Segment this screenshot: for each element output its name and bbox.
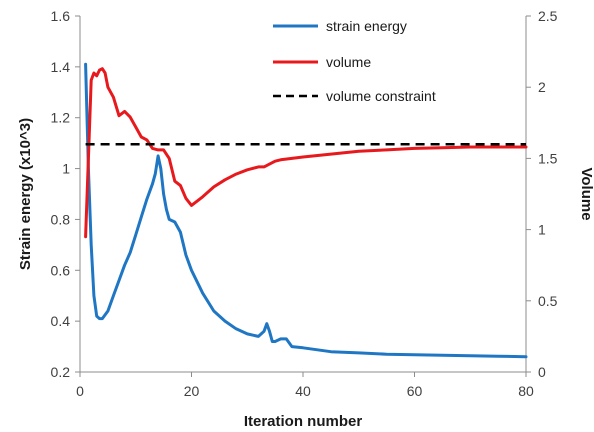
x-tick-label: 40 [295, 383, 311, 399]
x-axis-title: Iteration number [244, 413, 363, 430]
series-line-volume [84, 67, 528, 239]
series-line-strain-energy [84, 62, 528, 359]
left-y-tick-label: 1.2 [51, 110, 71, 126]
x-tick-label: 60 [407, 383, 423, 399]
right-y-tick-label: 1.5 [538, 150, 558, 166]
x-tick-label: 20 [184, 383, 200, 399]
legend-label-volume: volume [326, 54, 371, 70]
left-y-tick-label: 1.4 [51, 59, 71, 75]
left-y-axis-title: Strain energy (x10^3) [17, 118, 34, 270]
ticks-layer: 0 20 40 60 80 0.2 0.4 0.6 0.8 1 1.2 1.4 1.6 0 0.5 1 1.5 2… [51, 8, 558, 399]
left-y-tick-label: 0.2 [51, 364, 71, 380]
series-layer [84, 62, 528, 359]
right-y-tick-label: 2.5 [538, 8, 558, 24]
left-y-tick-label: 0.4 [51, 313, 71, 329]
legend-label-volume-constraint: volume constraint [326, 88, 436, 104]
legend-label-strain-energy: strain energy [326, 18, 407, 34]
right-y-tick-label: 1 [538, 222, 546, 238]
left-y-tick-label: 1 [62, 161, 70, 177]
left-y-tick-label: 1.6 [51, 8, 71, 24]
legend: strain energy volume volume constraint [273, 18, 436, 104]
right-y-tick-label: 2 [538, 79, 546, 95]
left-y-tick-label: 0.8 [51, 211, 71, 227]
right-y-tick-label: 0 [538, 364, 546, 380]
right-y-axis-title: Volume [578, 167, 594, 220]
x-tick-label: 0 [76, 383, 84, 399]
x-tick-label: 80 [518, 383, 534, 399]
left-y-tick-label: 0.6 [51, 262, 71, 278]
right-y-tick-label: 0.5 [538, 293, 558, 309]
